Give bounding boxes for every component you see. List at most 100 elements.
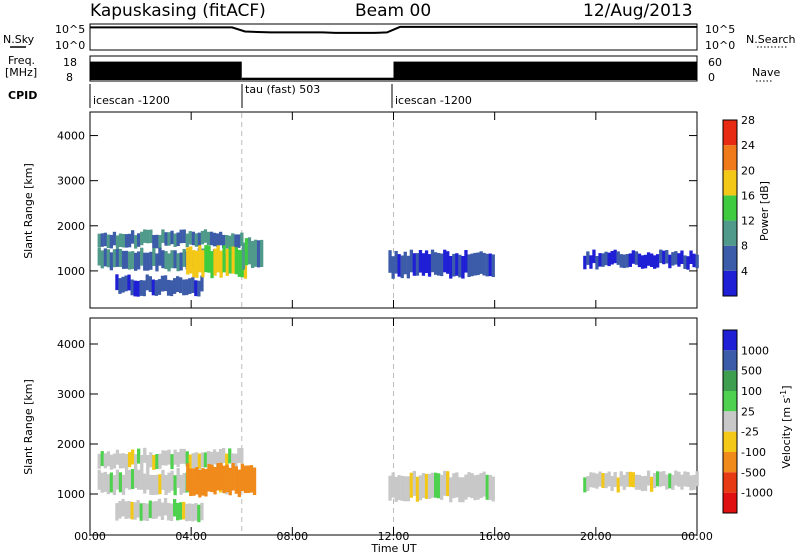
power-cell [200, 230, 205, 245]
power-cell [112, 231, 117, 246]
velocity-colorbar-tick-3: 25 [741, 405, 755, 418]
velocity-cell [185, 503, 189, 522]
nave-tick-top: 60 [708, 56, 722, 69]
noise-left-label: N.Sky [3, 33, 35, 46]
power-colorbar-tick-2: 12 [741, 215, 755, 228]
velocity-cell [130, 501, 134, 520]
velocity-cell [443, 470, 447, 496]
x-axis-label: Time UT [370, 542, 416, 554]
power-cell [97, 233, 101, 248]
velocity-cell [112, 453, 117, 469]
power-colorbar-swatch-0 [723, 270, 737, 296]
velocity-cell [695, 471, 699, 487]
velocity-cell [140, 469, 144, 490]
power-cell [173, 278, 177, 294]
power-cell [140, 247, 144, 266]
power-colorbar-swatch-5 [723, 145, 737, 171]
power-cell [692, 253, 696, 268]
power-cell [154, 280, 158, 296]
velocity-cell [240, 463, 244, 492]
velocity-cell [206, 451, 211, 466]
velocity-cell [222, 465, 226, 494]
x-axis: 00:00 04:00 08:00 12:00 16:00 20:00 00:00 [74, 112, 713, 543]
noise-panel: N.Sky 10^5 10^0 10^5 10^0 N.Search [3, 23, 796, 52]
velocity-colorbar-label-close: ] [780, 385, 793, 389]
velocity-colorbar-tick-2: 100 [741, 385, 762, 398]
velocity-cell [201, 468, 205, 496]
power-cell [204, 245, 208, 273]
frequency-blocks [90, 61, 697, 80]
power-cell [179, 277, 183, 294]
velocity-cell [155, 474, 159, 495]
velocity-cell [176, 452, 180, 467]
power-cell [680, 250, 684, 264]
power-cell [452, 253, 456, 277]
power-cell [485, 253, 489, 277]
velocity-cell [391, 472, 395, 498]
power-cell [643, 254, 648, 269]
velocity-cell [665, 474, 669, 490]
velocity-cell [100, 451, 104, 467]
velocity-ytick-label-1: 2000 [57, 438, 85, 451]
power-cell [163, 275, 168, 292]
velocity-cell [182, 501, 186, 520]
velocity-cell [421, 473, 426, 498]
power-cell [100, 233, 104, 247]
power-cell [260, 239, 264, 267]
power-cell [222, 245, 226, 273]
velocity-cell [179, 502, 183, 520]
power-cell [237, 249, 241, 277]
power-cell [601, 253, 605, 267]
power-cell [121, 234, 126, 248]
power-cell [583, 255, 587, 270]
power-ylabel: Slant Range [km] [22, 163, 35, 259]
velocity-colorbar-swatch-7 [723, 472, 737, 493]
power-cell [185, 233, 189, 248]
power-cell [200, 275, 204, 292]
power-cell [145, 274, 149, 291]
velocity-cell [668, 473, 672, 489]
velocity-cell [394, 476, 398, 502]
power-cell [476, 252, 480, 276]
velocity-cell [213, 466, 217, 495]
velocity-cell [637, 474, 642, 490]
frequency-block-0 [90, 61, 242, 80]
power-cell [613, 249, 617, 264]
velocity-cell [194, 503, 198, 521]
velocity-cell [139, 503, 143, 521]
power-cell [118, 278, 122, 294]
velocity-cell [148, 500, 152, 519]
velocity-cell [467, 472, 471, 498]
power-cell [166, 279, 171, 296]
power-cell [134, 235, 138, 249]
noise-left-tick-top: 10^5 [55, 23, 85, 36]
power-cell [124, 275, 128, 292]
power-cell [403, 251, 407, 275]
velocity-cell [240, 448, 244, 464]
power-cell [247, 237, 252, 265]
velocity-cell [646, 470, 651, 486]
velocity-cell [482, 471, 486, 497]
velocity-cell [188, 503, 192, 521]
velocity-cell [185, 451, 189, 467]
power-cell [213, 248, 217, 276]
power-cell [607, 252, 611, 267]
power-cell [237, 234, 241, 248]
velocity-cell [160, 502, 165, 520]
power-cell [149, 229, 153, 244]
velocity-cell [246, 465, 251, 493]
power-cell [176, 232, 180, 246]
power-cell [458, 254, 462, 278]
power-cell [198, 245, 202, 273]
power-cell [155, 234, 159, 249]
station-title: Kapuskasing (fitACF) [90, 1, 266, 21]
velocity-cell [121, 474, 126, 495]
velocity-cell [403, 476, 407, 502]
power-cell [158, 247, 162, 266]
power-cell [222, 234, 226, 249]
velocity-cell [216, 463, 220, 491]
power-cell [121, 250, 126, 269]
velocity-feature-2 [115, 497, 204, 523]
cpid-segment-0: icescan -1200 [93, 94, 170, 107]
power-cell [179, 252, 183, 271]
